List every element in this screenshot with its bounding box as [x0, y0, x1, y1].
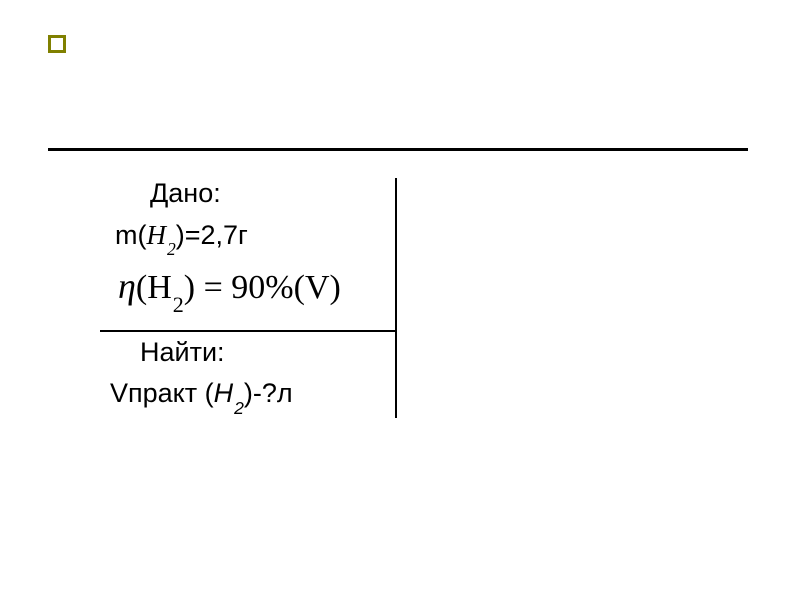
given-label-line: Дано: [150, 175, 700, 213]
mass-species: H2 [146, 217, 175, 257]
mass-species-symbol: H [146, 220, 166, 250]
slide-bullet-marker [48, 35, 66, 53]
target-species-subscript: 2 [234, 398, 244, 418]
given-label: Дано: [150, 175, 221, 213]
find-target-line: Vпракт ( H2 )-?л [110, 375, 700, 415]
yield-value: ) = 90%(V) [184, 269, 341, 307]
mass-prefix: m( [115, 217, 146, 255]
title-underline [48, 148, 748, 151]
target-species-symbol: H [214, 378, 234, 408]
find-label: Найти: [140, 334, 225, 372]
given-mass-line: m( H2 )=2,7г [115, 217, 700, 257]
given-yield-line: η ( H2 ) = 90%(V) [118, 265, 700, 312]
mass-species-subscript: 2 [167, 239, 176, 259]
given-divider-horizontal [100, 330, 395, 332]
yield-species: H2 [147, 269, 184, 312]
mass-suffix: )=2,7г [176, 217, 248, 255]
problem-content: Дано: m( H2 )=2,7г η ( H2 ) = 90%(V) Най… [100, 175, 700, 419]
yield-species-subscript: 2 [173, 292, 184, 317]
eta-symbol: η [118, 265, 136, 307]
target-prefix: Vпракт ( [110, 375, 214, 413]
yield-open-paren: ( [136, 269, 147, 307]
find-label-line: Найти: [140, 334, 700, 372]
target-suffix: )-?л [244, 375, 293, 413]
yield-species-symbol: H [147, 269, 172, 306]
target-species: H2 [214, 375, 244, 415]
given-divider-vertical [395, 178, 397, 418]
